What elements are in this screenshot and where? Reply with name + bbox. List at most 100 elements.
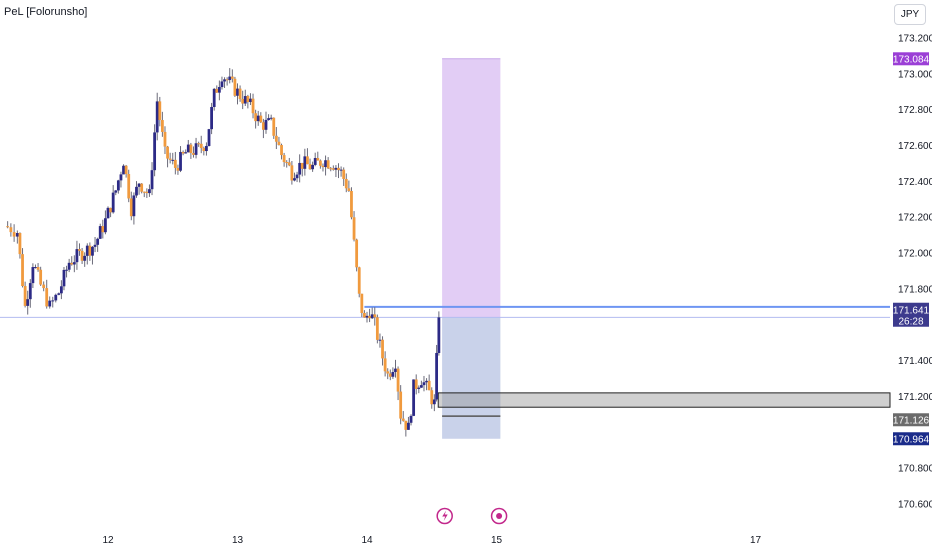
candle-down (259, 115, 263, 123)
candle-up (425, 380, 428, 383)
candle-up (435, 352, 439, 400)
candle-up (119, 174, 123, 181)
candle-up (228, 76, 232, 80)
y-tick-label: 171.200 (898, 392, 932, 403)
candle-down (199, 143, 203, 149)
y-tick-label: 173.200 (898, 34, 932, 45)
candle-down (101, 226, 105, 233)
candle-up (62, 269, 66, 287)
candle-down (145, 191, 149, 194)
candle-down (318, 160, 322, 166)
time-axis[interactable]: 12131415171920 (102, 535, 932, 546)
candle-down (282, 155, 286, 163)
candle-down (350, 190, 353, 218)
candle-down (254, 113, 258, 122)
y-tick-label: 171.800 (898, 284, 932, 295)
candle-up (155, 101, 159, 133)
events-group (436, 507, 508, 525)
candle-up (407, 422, 410, 430)
candle-down (262, 122, 265, 130)
candle-down (360, 293, 364, 314)
candle-down (347, 188, 351, 191)
candle-up (422, 382, 426, 386)
candle-up (394, 368, 397, 373)
candle-up (236, 88, 239, 96)
candle-up (334, 167, 338, 170)
candle-down (241, 98, 245, 104)
candle-up (269, 117, 273, 119)
x-tick-label: 13 (232, 535, 244, 546)
candle-down (181, 151, 185, 154)
candle-down (233, 78, 237, 96)
candle-up (150, 170, 154, 190)
candle-up (339, 169, 343, 171)
currency-button[interactable]: JPY (894, 4, 926, 25)
candle-down (363, 313, 366, 318)
candle-up (220, 81, 224, 88)
candle-down (381, 339, 384, 359)
candle-up (205, 145, 208, 152)
candle-up (267, 118, 270, 120)
candle-down (42, 284, 46, 289)
candle-down (80, 250, 84, 261)
candle-down (414, 379, 418, 389)
current-price-label: 171.641 (893, 306, 930, 317)
candle-down (396, 368, 400, 392)
candle-up (98, 226, 102, 239)
candle-down (160, 120, 164, 132)
candle-up (370, 314, 374, 319)
candle-down (197, 143, 201, 145)
candle-down (173, 159, 177, 168)
candle-down (308, 164, 312, 170)
candle-up (15, 233, 19, 237)
candle-up (293, 178, 296, 181)
candle-up (91, 246, 94, 256)
current-price-label-bg (893, 302, 929, 327)
candle-up (313, 158, 317, 165)
candle-down (45, 288, 49, 307)
y-tick-label: 172.800 (898, 105, 932, 116)
candles-group (6, 68, 441, 437)
candle-up (432, 399, 436, 405)
y-tick-label: 172.200 (898, 213, 932, 224)
candle-up (417, 387, 421, 389)
candle-down (368, 315, 371, 319)
low-price-label: 170.964 (893, 434, 930, 445)
current-price-label-countdown: 26:28 (898, 317, 923, 328)
price-axis[interactable]: 173.200 173.000 172.800 172.600 172.400 172.2… (898, 34, 932, 511)
event-dot-icon (496, 513, 503, 519)
candle-down (124, 165, 128, 175)
chart-title: PeL [Folorunsho] (4, 6, 88, 18)
candle-down (251, 98, 255, 114)
candle-down (342, 169, 346, 179)
candle-up (295, 174, 299, 179)
candle-up (256, 115, 260, 122)
candle-up (26, 299, 30, 306)
candle-down (355, 239, 359, 268)
candle-down (277, 141, 281, 146)
candle-down (337, 167, 340, 171)
candle-up (184, 152, 188, 154)
candle-up (31, 267, 35, 284)
candle-up (171, 159, 175, 161)
candle-up (148, 189, 151, 194)
candle-up (207, 129, 211, 146)
candle-down (373, 314, 377, 318)
supply-demand-zone[interactable] (437, 392, 891, 408)
y-tick-label: 171.400 (898, 356, 932, 367)
candle-down (290, 165, 294, 181)
candle-up (153, 132, 157, 171)
candle-up (75, 249, 79, 263)
candle-down (88, 245, 92, 256)
candle-down (404, 420, 408, 430)
candle-down (375, 317, 379, 340)
candle-down (168, 158, 172, 160)
candle-down (225, 79, 229, 81)
lightning-icon (442, 510, 448, 521)
candle-down (388, 373, 392, 377)
candle-down (285, 162, 289, 164)
candle-down (352, 217, 356, 240)
candle-down (18, 233, 22, 255)
zone-price-label-bg (893, 413, 929, 427)
